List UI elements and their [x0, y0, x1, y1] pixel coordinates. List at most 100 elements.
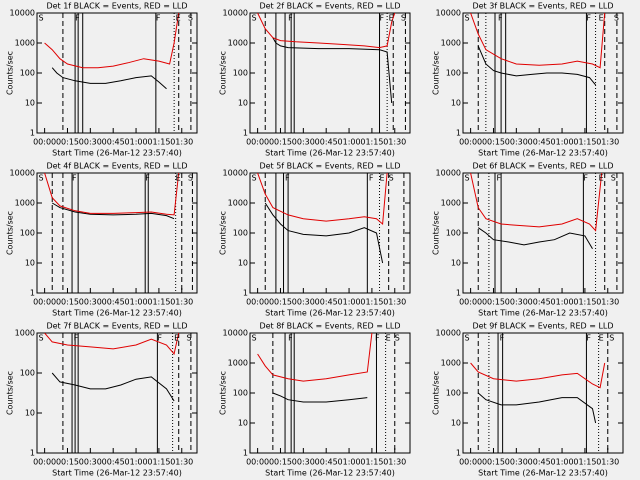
annotation: E	[380, 174, 385, 183]
x-axis-label: Start Time (26-Mar-12 23:57:40)	[478, 469, 608, 478]
x-tick-label: 00:30	[505, 298, 528, 307]
x-tick-label: 00:00	[33, 138, 56, 147]
panel-title: Det 5f BLACK = Events, RED = LLD	[259, 162, 400, 171]
x-tick-label: 00:00	[246, 458, 269, 467]
panel-title: Det 6f BLACK = Events, RED = LLD	[472, 162, 613, 171]
x-tick-label: 00:45	[102, 458, 125, 467]
x-tick-label: 01:15	[573, 458, 596, 467]
series-line	[477, 45, 596, 86]
x-tick-label: 00:45	[315, 298, 338, 307]
series-line	[51, 67, 167, 90]
x-tick-label: 00:15	[482, 138, 505, 147]
x-tick-label: 00:45	[528, 458, 551, 467]
plot-area	[44, 333, 192, 453]
panel: Det 9f BLACK = Events, RED = LLD Counts/s…	[432, 322, 624, 478]
x-tick-label: 01:15	[360, 458, 383, 467]
annotation: F	[156, 14, 161, 23]
y-tick-label: 10	[25, 409, 35, 418]
x-tick-label: 01:30	[170, 138, 193, 147]
x-tick-label: 01:15	[147, 458, 170, 467]
annotation: S	[465, 174, 470, 183]
y-tick-label: 1	[243, 449, 248, 458]
x-tick-label: 00:15	[56, 458, 79, 467]
y-tick-label: 100	[446, 389, 461, 398]
x-tick-label: 01:30	[383, 138, 406, 147]
panel-title: Det 4f BLACK = Events, RED = LLD	[46, 162, 187, 171]
plot-area	[470, 173, 618, 293]
y-tick-label: 10	[238, 99, 248, 108]
annotation: E	[599, 174, 604, 183]
annotation: E	[599, 334, 604, 343]
y-tick-label: 10000	[223, 9, 248, 18]
x-axis-label: Start Time (26-Mar-12 23:57:40)	[52, 309, 182, 318]
y-tick-label: 100	[446, 229, 461, 238]
panel: Det 7f BLACK = Events, RED = LLD Counts/s…	[6, 322, 198, 478]
panel-title: Det 3f BLACK = Events, RED = LLD	[472, 2, 613, 11]
annotation: S	[252, 334, 257, 343]
x-tick-label: 00:00	[246, 138, 269, 147]
annotation: F	[72, 174, 77, 183]
annotation: E	[389, 14, 394, 23]
y-tick-label: 1	[456, 129, 461, 138]
plot-frame	[36, 172, 198, 294]
y-tick-label: 10	[451, 99, 461, 108]
x-tick-label: 01:30	[596, 138, 619, 147]
annotation: S	[39, 174, 44, 183]
y-tick-label: 10	[238, 259, 248, 268]
annotation: S	[614, 14, 619, 23]
y-tick-label: 10000	[223, 329, 248, 338]
x-tick-label: 00:15	[482, 298, 505, 307]
x-tick-label: 01:30	[596, 458, 619, 467]
annotation: F	[380, 14, 385, 23]
x-tick-label: 01:00	[551, 298, 574, 307]
y-tick-label: 10000	[10, 169, 35, 178]
annotation: S	[401, 14, 406, 23]
annotation: E	[174, 334, 179, 343]
annotation: F	[75, 14, 80, 23]
y-axis-label: Counts/sec	[219, 371, 228, 415]
y-tick-label: 1	[456, 449, 461, 458]
y-axis-label: Counts/sec	[219, 211, 228, 255]
x-tick-label: 00:15	[56, 138, 79, 147]
x-axis-label: Start Time (26-Mar-12 23:57:40)	[478, 149, 608, 158]
plot-area	[44, 13, 192, 133]
y-axis-label: Counts/sec	[432, 371, 441, 415]
x-tick-label: 00:30	[505, 458, 528, 467]
panel-title: Det 2f BLACK = Events, RED = LLD	[259, 2, 400, 11]
panel: Det 3f BLACK = Events, RED = LLD Counts/s…	[432, 2, 624, 158]
y-tick-label: 100	[20, 369, 35, 378]
y-tick-label: 100	[233, 229, 248, 238]
x-tick-label: 01:00	[125, 458, 148, 467]
series-line	[470, 13, 606, 69]
y-tick-label: 10	[238, 419, 248, 428]
x-tick-label: 00:30	[79, 298, 102, 307]
annotation: S	[611, 174, 616, 183]
x-tick-label: 01:00	[125, 298, 148, 307]
x-axis-label: Start Time (26-Mar-12 23:57:40)	[52, 469, 182, 478]
x-tick-label: 01:30	[383, 298, 406, 307]
annotation: S	[252, 174, 257, 183]
x-tick-label: 00:30	[79, 458, 102, 467]
annotation: S	[465, 334, 470, 343]
series-line	[51, 372, 175, 402]
panel-title: Det 1f BLACK = Events, RED = LLD	[46, 2, 187, 11]
x-axis-label: Start Time (26-Mar-12 23:57:40)	[478, 309, 608, 318]
y-tick-label: 10	[451, 419, 461, 428]
y-tick-label: 10	[25, 259, 35, 268]
annotation: S	[389, 174, 394, 183]
x-tick-label: 00:15	[56, 298, 79, 307]
annotation: F	[288, 334, 293, 343]
series-line	[272, 392, 368, 403]
series-line	[44, 13, 180, 69]
y-tick-label: 100	[20, 69, 35, 78]
annotation: S	[188, 14, 193, 23]
x-tick-label: 01:00	[338, 458, 361, 467]
x-tick-label: 00:30	[292, 298, 315, 307]
annotation: F	[586, 334, 591, 343]
y-tick-label: 100	[233, 69, 248, 78]
x-tick-label: 00:00	[459, 298, 482, 307]
x-tick-label: 00:30	[292, 458, 315, 467]
plot-frame	[249, 12, 411, 134]
x-tick-label: 01:30	[383, 458, 406, 467]
panel: Det 5f BLACK = Events, RED = LLD Counts/s…	[219, 162, 411, 318]
